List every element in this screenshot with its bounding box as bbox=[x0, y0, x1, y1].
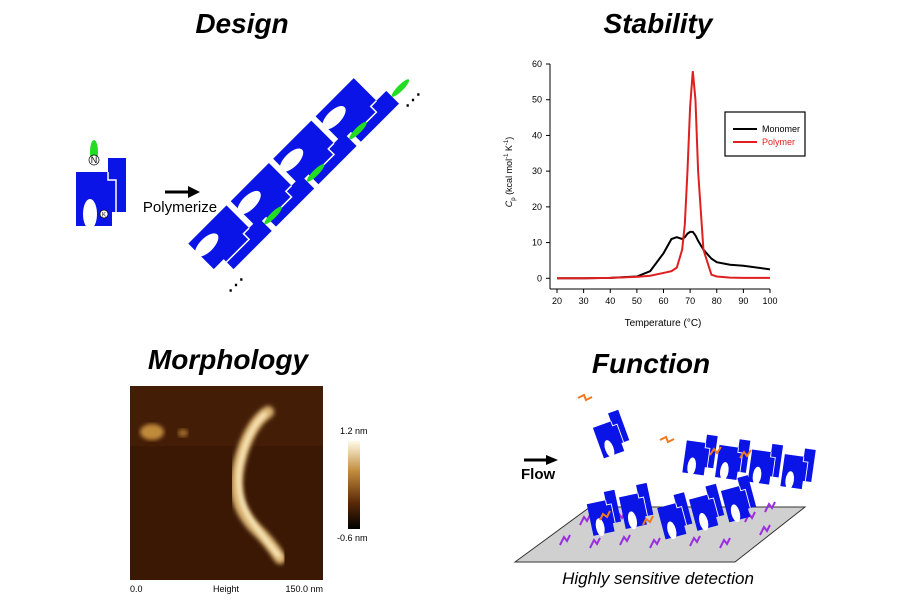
y-tick-label: 10 bbox=[532, 238, 542, 248]
monomer-unit: N K bbox=[75, 140, 127, 230]
color-bar bbox=[348, 441, 360, 529]
afm-particle bbox=[178, 429, 188, 437]
arrow-label: Polymerize bbox=[143, 199, 217, 216]
x-tick-label: 90 bbox=[738, 296, 748, 306]
y-axis-label: Cp (kcal mol-1 K-1) bbox=[504, 137, 517, 208]
flow-arrow-head bbox=[546, 455, 558, 465]
ellipsis: ⋰ bbox=[228, 277, 244, 294]
y-tick-label: 50 bbox=[532, 95, 542, 105]
y-tick-label: 0 bbox=[537, 273, 542, 283]
x-axis-label: Temperature (°C) bbox=[625, 318, 702, 329]
chart-title: Stability bbox=[604, 8, 714, 39]
line-chart: 0 10 20 30 40 50 60 20 30 40 50 60 70 80 90 100 bbox=[532, 59, 778, 306]
x-tick-label: 20 bbox=[552, 296, 562, 306]
x-tick-label: 100 bbox=[762, 296, 777, 306]
x-tick-label: 80 bbox=[712, 296, 722, 306]
y-tick-label: 40 bbox=[532, 130, 542, 140]
axis-label: Height bbox=[213, 584, 240, 594]
flow-label: Flow bbox=[521, 466, 555, 483]
x-tick-label: 40 bbox=[605, 296, 615, 306]
scale-label: 1.2 nm bbox=[340, 426, 368, 436]
antibodies bbox=[577, 393, 752, 526]
y-tick-label: 20 bbox=[532, 202, 542, 212]
legend bbox=[724, 111, 806, 157]
y-tick-label: 30 bbox=[532, 166, 542, 176]
legend-label: Monomer bbox=[762, 124, 800, 134]
scale-label: -0.6 nm bbox=[337, 533, 368, 543]
polymer-chain bbox=[185, 67, 410, 282]
panel-title: Design bbox=[195, 8, 288, 39]
caption: Highly sensitive detection bbox=[562, 569, 754, 588]
x-tick-label: 70 bbox=[685, 296, 695, 306]
arrow-head bbox=[188, 186, 200, 198]
legend-entries: Monomer Polymer bbox=[733, 124, 800, 147]
panel-title: Function bbox=[592, 348, 710, 379]
series-line bbox=[557, 71, 770, 280]
x-tick-label: 50 bbox=[632, 296, 642, 306]
y-tick-label: 60 bbox=[532, 59, 542, 69]
afm-filament-core bbox=[236, 412, 281, 558]
x-tick-label: 30 bbox=[579, 296, 589, 306]
legend-label: Polymer bbox=[762, 137, 795, 147]
axis-label: 150.0 nm bbox=[285, 584, 323, 594]
axis-label: 0.0 bbox=[130, 584, 143, 594]
unit-label: K bbox=[102, 213, 106, 219]
series-line bbox=[557, 230, 771, 280]
unit-label: N bbox=[91, 155, 98, 165]
afm-particle bbox=[140, 424, 164, 440]
x-tick-label: 60 bbox=[658, 296, 668, 306]
panel-title: Morphology bbox=[148, 344, 310, 375]
ellipsis: ⋰ bbox=[405, 92, 421, 109]
